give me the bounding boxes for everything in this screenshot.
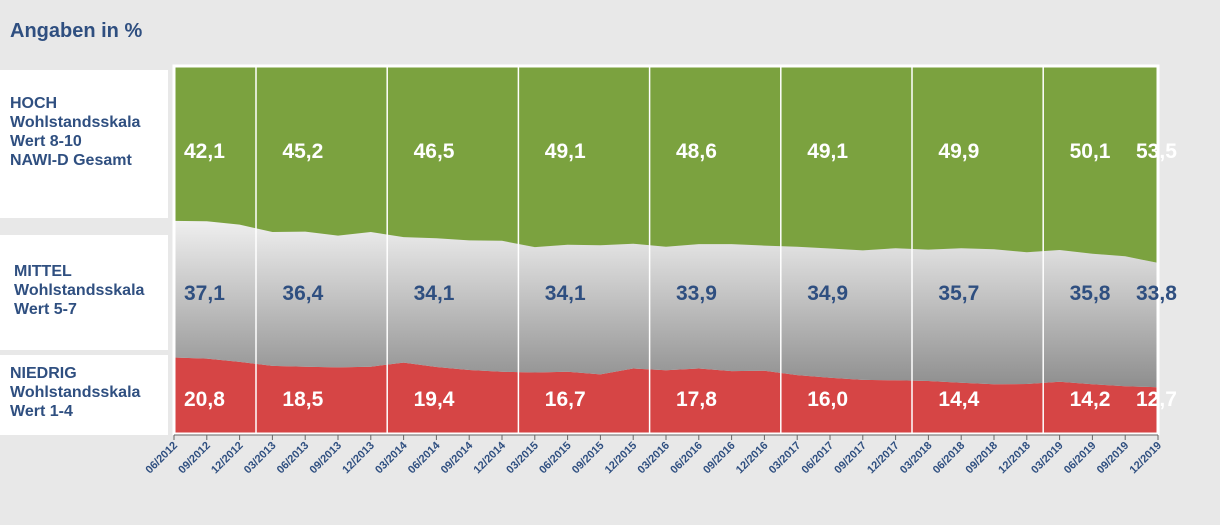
data-label-mittel: 35,7 [938, 282, 979, 305]
category-niedrig-line-3: Wert 1-4 [10, 403, 73, 420]
category-mittel-box: MITTEL Wohlstandsskala Wert 5-7 [0, 235, 168, 350]
x-tick-label: 12/2018 [996, 440, 1033, 477]
category-mittel-line-3: Wert 5-7 [14, 301, 77, 318]
category-niedrig-label: NIEDRIG Wohlstandsskala Wert 1-4 [10, 364, 140, 421]
x-tick-label: 03/2014 [373, 439, 410, 476]
x-tick-label: 06/2013 [275, 440, 312, 477]
data-label-hoch: 50,1 [1070, 140, 1111, 163]
x-tick-label: 06/2017 [800, 440, 837, 477]
data-label-niedrig: 14,2 [1070, 388, 1111, 411]
data-label-hoch: 46,5 [414, 140, 455, 163]
data-label-niedrig: 12,7 [1136, 388, 1177, 411]
x-tick-label: 09/2018 [964, 440, 1001, 477]
x-tick-label: 03/2016 [636, 440, 673, 477]
data-label-mittel: 34,1 [414, 282, 455, 305]
category-hoch-line-4: NAWI-D Gesamt [10, 152, 132, 169]
x-tick-label: 06/2016 [668, 440, 705, 477]
x-tick-label: 12/2013 [340, 440, 377, 477]
x-tick-label: 12/2015 [603, 440, 640, 477]
x-tick-label: 03/2019 [1029, 440, 1066, 477]
x-tick-label: 03/2018 [898, 440, 935, 477]
x-tick-label: 06/2012 [144, 440, 181, 477]
x-tick-label: 12/2017 [865, 440, 902, 477]
data-label-mittel: 35,8 [1070, 282, 1111, 305]
data-label-hoch: 49,9 [938, 140, 979, 163]
category-niedrig-line-2: Wohlstandsskala [10, 384, 141, 401]
data-label-hoch: 48,6 [676, 140, 717, 163]
data-label-hoch: 53,5 [1136, 140, 1177, 163]
x-tick-label: 03/2015 [504, 440, 541, 477]
chart-title: Angaben in % [10, 20, 143, 42]
x-tick-label: 12/2019 [1128, 440, 1165, 477]
category-niedrig-box: NIEDRIG Wohlstandsskala Wert 1-4 [0, 355, 168, 435]
x-tick-label: 09/2016 [701, 440, 738, 477]
x-tick-label: 12/2014 [472, 439, 509, 476]
data-label-hoch: 49,1 [545, 140, 586, 163]
x-tick-label: 09/2017 [832, 440, 869, 477]
data-label-niedrig: 14,4 [938, 388, 979, 411]
plot-frame [172, 64, 1160, 436]
data-label-niedrig: 18,5 [282, 388, 323, 411]
category-mittel-line-2: Wohlstandsskala [14, 282, 145, 299]
category-hoch-label: HOCH Wohlstandsskala Wert 8-10 NAWI-D Ge… [10, 94, 140, 170]
data-label-mittel: 34,9 [807, 282, 848, 305]
x-tick-label: 09/2012 [176, 440, 213, 477]
data-label-mittel: 33,9 [676, 282, 717, 305]
area-hoch [174, 66, 1158, 263]
x-tick-label: 06/2018 [931, 440, 968, 477]
data-label-niedrig: 16,0 [807, 388, 848, 411]
x-tick-label: 06/2019 [1062, 440, 1099, 477]
category-hoch-line-1: HOCH [10, 95, 58, 112]
category-mittel-label: MITTEL Wohlstandsskala Wert 5-7 [14, 262, 144, 319]
category-mittel-line-1: MITTEL [14, 263, 72, 280]
x-tick-label: 09/2013 [308, 440, 345, 477]
x-tick-label: 03/2017 [767, 440, 804, 477]
category-hoch-line-3: Wert 8-10 [10, 133, 82, 150]
data-label-mittel: 34,1 [545, 282, 586, 305]
data-label-hoch: 49,1 [807, 140, 848, 163]
x-tick-label: 06/2015 [537, 440, 574, 477]
data-label-hoch: 42,1 [184, 140, 225, 163]
x-tick-label: 09/2014 [439, 439, 476, 476]
data-label-mittel: 36,4 [282, 282, 323, 305]
category-hoch-line-2: Wohlstandsskala [10, 114, 141, 131]
data-label-mittel: 33,8 [1136, 282, 1177, 305]
data-label-hoch: 45,2 [282, 140, 323, 163]
x-tick-label: 03/2013 [242, 440, 279, 477]
x-tick-label: 09/2019 [1095, 440, 1132, 477]
data-label-mittel: 37,1 [184, 282, 225, 305]
data-label-niedrig: 16,7 [545, 388, 586, 411]
data-label-niedrig: 20,8 [184, 388, 225, 411]
data-label-niedrig: 17,8 [676, 388, 717, 411]
category-hoch-box: HOCH Wohlstandsskala Wert 8-10 NAWI-D Ge… [0, 70, 168, 218]
x-tick-label: 12/2012 [209, 440, 246, 477]
category-niedrig-line-1: NIEDRIG [10, 365, 77, 382]
x-tick-label: 09/2015 [570, 440, 607, 477]
data-label-niedrig: 19,4 [414, 388, 455, 411]
x-tick-label: 12/2016 [734, 440, 771, 477]
x-tick-label: 06/2014 [406, 439, 443, 476]
